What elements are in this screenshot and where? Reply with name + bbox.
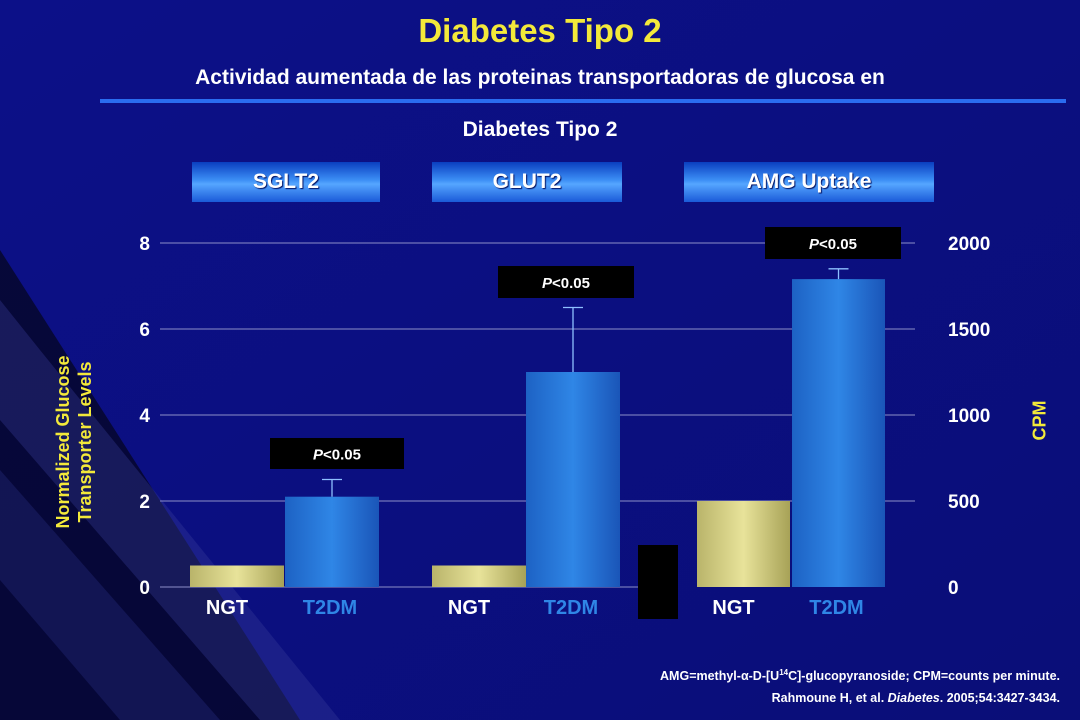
slide-title: Diabetes Tipo 2 [418, 12, 662, 49]
y-tick-label-left: 6 [139, 320, 150, 341]
p-value-box [765, 227, 901, 259]
slide-subtitle-line2: Diabetes Tipo 2 [462, 118, 618, 141]
footnote-citation: Rahmoune H, et al. Diabetes. 2005;54:342… [771, 691, 1060, 705]
y-tick-label-left: 0 [139, 578, 150, 599]
bar-t2dm [526, 372, 620, 587]
category-label-ngt: NGT [448, 597, 490, 619]
y-tick-label-left: 8 [139, 234, 150, 255]
footnote-abbreviations: AMG=methyl-α-D-[U14C]-glucopyranoside; C… [660, 668, 1060, 684]
category-label-t2dm: T2DM [809, 597, 863, 619]
y-tick-label-left: 2 [139, 492, 150, 513]
y-tick-label-right: 1000 [948, 406, 990, 427]
p-value-box [270, 438, 404, 469]
category-label-t2dm: T2DM [303, 597, 357, 619]
panel-tab-glut2: GLUT2 [432, 162, 622, 202]
title-divider [100, 99, 1066, 103]
y-tick-label-right: 500 [948, 492, 980, 513]
panel-tab-sglt2: SGLT2 [192, 162, 380, 202]
bar-t2dm [792, 279, 885, 587]
bar-t2dm [285, 496, 379, 587]
p-value-box [498, 266, 634, 298]
y-tick-label-left: 4 [139, 406, 150, 427]
y-tick-label-right: 2000 [948, 234, 990, 255]
y-axis-label-right: CPM [1029, 400, 1050, 441]
category-label-ngt: NGT [206, 597, 248, 619]
p-value-label: P<0.05 [313, 447, 361, 464]
category-label-t2dm: T2DM [544, 597, 598, 619]
bar-ngt [432, 565, 526, 587]
y-tick-label-right: 1500 [948, 320, 990, 341]
y-axis-label-left: Normalized Glucose Transporter Levels [53, 355, 95, 529]
y-tick-label-right: 0 [948, 578, 959, 599]
bar-ngt [190, 565, 284, 587]
bar-ngt [697, 501, 790, 587]
slide-subtitle-line1: Actividad aumentada de las proteinas tra… [195, 66, 885, 89]
p-value-label: P<0.05 [542, 275, 590, 292]
p-value-label: P<0.05 [809, 236, 857, 253]
panel-tab-amg-uptake: AMG Uptake [684, 162, 934, 202]
category-label-ngt: NGT [712, 597, 754, 619]
black-box-divider [638, 545, 678, 619]
